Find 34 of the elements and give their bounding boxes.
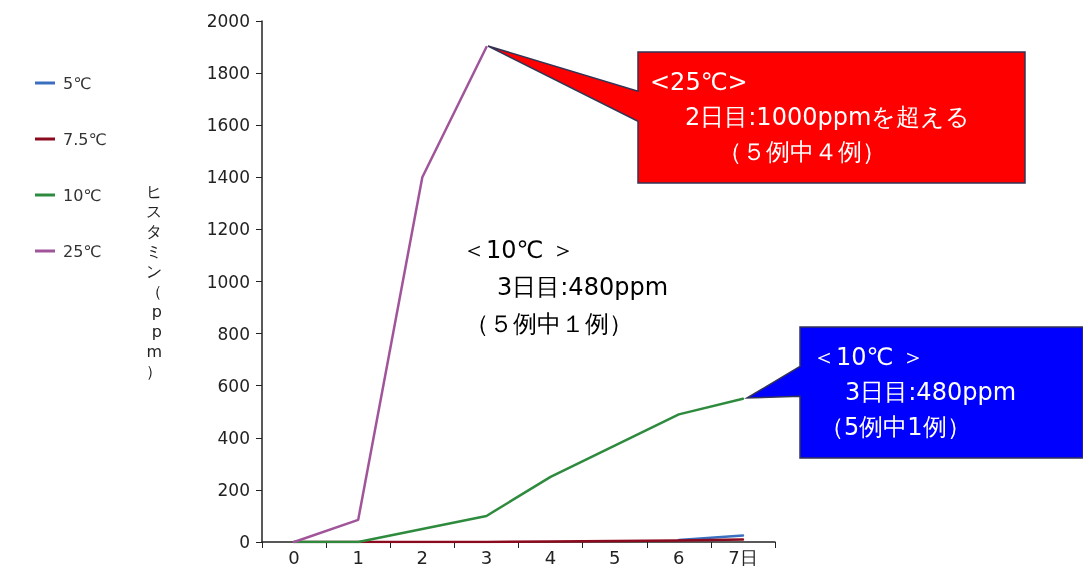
y-tick-label: 1400 xyxy=(206,167,250,188)
text: （5例中1例） xyxy=(820,413,971,441)
legend-label: 5℃ xyxy=(63,73,92,93)
text: 3日目:480ppm xyxy=(845,378,1017,406)
y-tick-label: 200 xyxy=(217,479,250,500)
y-tick-label: 1000 xyxy=(206,271,250,292)
y-tick-label: 1200 xyxy=(206,219,250,240)
annotation: <25℃> xyxy=(650,68,748,96)
legend-label: 10℃ xyxy=(63,185,102,205)
annotation: （５例中１例） xyxy=(465,310,633,338)
y-tick-label: 1800 xyxy=(206,63,250,84)
text: ヒスタミン（ppm） xyxy=(146,182,162,381)
annotation: 2日目:1000ppmを超える xyxy=(685,103,971,131)
x-tick-label: 1 xyxy=(352,546,364,566)
annotation: （５例中４例） xyxy=(718,138,886,166)
line-series xyxy=(292,45,488,544)
annotation: ＜10℃ ＞ xyxy=(462,236,576,264)
y-tick-label: 600 xyxy=(217,375,250,396)
x-tick-label: 3 xyxy=(480,546,493,566)
x-tick-label: 5 xyxy=(608,546,621,566)
x-tick-label: 0 xyxy=(288,546,300,566)
y-tick-label: 400 xyxy=(217,427,250,448)
annotation: 3日目:480ppm xyxy=(497,273,669,301)
y-tick-label: 800 xyxy=(217,323,250,344)
x-tick-label: 6 xyxy=(673,546,685,566)
y-tick-label: 0 xyxy=(239,532,250,552)
x-tick-label: 4 xyxy=(544,546,557,566)
x-tick-label: 2 xyxy=(416,546,429,566)
y-tick-label: 1600 xyxy=(206,115,250,136)
text: ＜10℃ ＞ xyxy=(812,343,926,371)
y-tick-label: 2000 xyxy=(206,11,250,31)
x-tick-label: 7日 xyxy=(728,546,758,566)
legend-label: 25℃ xyxy=(63,241,102,261)
legend-label: 7.5℃ xyxy=(63,129,107,149)
